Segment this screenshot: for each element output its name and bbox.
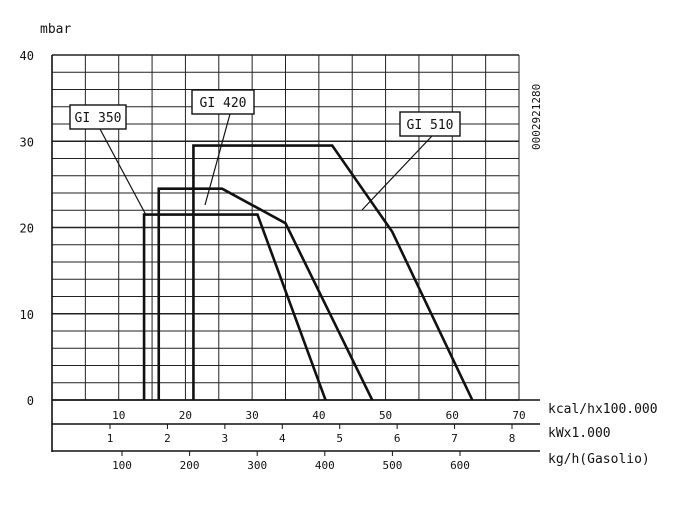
y-tick-label: 10: [20, 308, 34, 322]
kgh-tick-label: 100: [112, 459, 132, 472]
kcal-tick-label: 70: [512, 409, 525, 422]
leader-line-gi-510: [361, 135, 433, 211]
leader-line-gi-420: [204, 113, 231, 206]
kw-axis-label: kWx1.000: [548, 426, 611, 441]
kw-tick-label: 5: [336, 432, 343, 445]
y-axis-label: mbar: [40, 22, 71, 37]
kgh-axis-label: kg/h(Gasolio): [548, 452, 650, 467]
grid: [52, 54, 520, 401]
kcal-axis-label: kcal/hx100.000: [548, 402, 658, 417]
series: [142, 144, 474, 401]
kw-tick-label: 1: [107, 432, 114, 445]
kcal-tick-label: 50: [379, 409, 392, 422]
series-label-gi-510: GI 510: [407, 118, 454, 133]
label-box-gi-420: [191, 89, 255, 115]
series-label-gi-350: GI 350: [75, 111, 122, 126]
kw-tick-label: 8: [509, 432, 516, 445]
kcal-tick-label: 60: [446, 409, 459, 422]
kw-tick-label: 4: [279, 432, 286, 445]
series-labels: GI 350 GI 420 GI 510: [69, 89, 461, 216]
kgh-tick-label: 500: [382, 459, 402, 472]
kcal-tick-label: 10: [112, 409, 125, 422]
y-tick-label: 20: [20, 222, 34, 236]
kgh-tick-label: 400: [315, 459, 335, 472]
kcal-tick-label: 30: [246, 409, 259, 422]
kgh-tick-label: 200: [180, 459, 200, 472]
kw-tick-label: 2: [164, 432, 171, 445]
document-code: 0002921280: [530, 84, 543, 150]
series-line-gi-510: [192, 144, 474, 401]
y-tick-label: 40: [20, 49, 34, 63]
kcal-tick-label: 20: [179, 409, 192, 422]
kgh-tick-label: 600: [450, 459, 470, 472]
kw-tick-label: 3: [222, 432, 229, 445]
label-box-gi-510: [399, 111, 461, 137]
leader-line-gi-350: [99, 128, 147, 216]
axes: 0 10 20 30 40 10 20 30 40 50 60 70 kcal/hx100.000 1 2 3…: [20, 49, 658, 472]
kw-tick-label: 6: [394, 432, 401, 445]
series-line-gi-420: [157, 187, 374, 401]
series-label-gi-420: GI 420: [200, 96, 247, 111]
kcal-tick-label: 40: [312, 409, 325, 422]
kw-tick-label: 7: [451, 432, 458, 445]
y-tick-label: 30: [20, 135, 34, 149]
kgh-tick-label: 300: [247, 459, 267, 472]
y-tick-label: 0: [27, 394, 34, 408]
series-line-gi-350: [142, 213, 327, 401]
label-box-gi-350: [69, 104, 127, 130]
